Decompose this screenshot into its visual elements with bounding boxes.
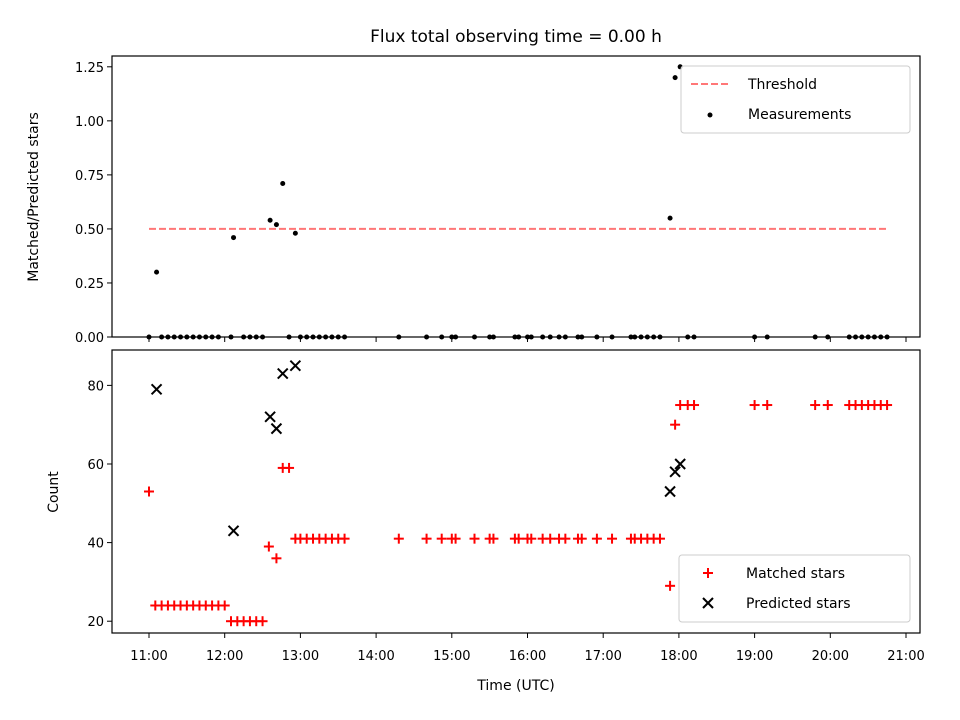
predicted-star-point: [289, 360, 302, 372]
matched-star-point: [421, 533, 432, 544]
matched-star-point: [591, 533, 602, 544]
bottom-y-tick-label: 20: [87, 615, 104, 630]
measurement-point: [154, 269, 160, 275]
top-y-tick-label: 0.75: [75, 169, 104, 184]
x-axis-label: Time (UTC): [476, 678, 554, 694]
x-tick-label: 12:00: [206, 649, 243, 664]
bottom-y-tick-label: 40: [87, 537, 104, 552]
measurement-point: [273, 222, 279, 228]
x-tick-label: 17:00: [584, 649, 621, 664]
x-tick-label: 13:00: [282, 649, 319, 664]
x-tick-label: 14:00: [357, 649, 394, 664]
measurement-point: [231, 235, 237, 241]
x-tick-label: 21:00: [887, 649, 924, 664]
matched-star-point: [436, 533, 447, 544]
matched-star-point: [749, 400, 760, 411]
x-tick-label: 15:00: [433, 649, 470, 664]
matched-star-point: [144, 486, 154, 497]
top-y-tick-label: 0.00: [75, 331, 104, 346]
matched-star-point: [513, 533, 524, 544]
predicted-stars-legend-label: Predicted stars: [746, 596, 851, 612]
top-x-ticks: [148, 337, 907, 342]
predicted-star-point: [277, 367, 289, 380]
predicted-star-point: [664, 485, 676, 498]
bottom-legend-box: [678, 554, 911, 623]
measurement-point: [292, 230, 298, 236]
top-legend-box: [680, 65, 911, 134]
chart-title: Flux total observing time = 0.00 h: [370, 27, 662, 47]
bottom-legend: Matched stars Predicted stars: [678, 554, 911, 623]
matched-star-point: [469, 533, 480, 544]
top-y-ticks: 0.00 0.25 0.50 0.75 1.00 1.25: [75, 61, 112, 346]
matched-star-point: [284, 462, 295, 473]
matched-star-point: [393, 533, 404, 544]
bottom-y-ticks: 20 40 60 80: [87, 379, 112, 630]
x-tick-label: 18:00: [660, 649, 697, 664]
matched-star-point: [576, 533, 587, 544]
matched-star-point: [560, 533, 571, 544]
measurement-point: [267, 217, 273, 223]
top-y-tick-label: 0.50: [75, 223, 104, 238]
measurement-point: [672, 75, 678, 81]
bottom-y-axis-label: Count: [46, 471, 62, 513]
matched-star-point: [339, 533, 350, 544]
predicted-stars-legend-marker: [702, 597, 714, 609]
top-legend: Threshold Measurements: [680, 65, 911, 134]
matched-star-point: [488, 533, 499, 544]
measurement-point: [667, 215, 673, 221]
predicted-star-point: [669, 466, 681, 478]
predicted-star-point: [270, 422, 283, 435]
matched-stars-series: [144, 400, 893, 627]
x-tick-label: 16:00: [509, 649, 546, 664]
measurements-legend-label: Measurements: [748, 107, 851, 123]
bottom-y-tick-label: 80: [87, 379, 104, 394]
x-tick-label: 19:00: [736, 649, 773, 664]
top-panel: 0.00 0.25 0.50 0.75 1.00 1.25 Matched/Predict…: [26, 55, 921, 346]
predicted-star-point: [674, 458, 686, 470]
matched-star-point: [545, 533, 556, 544]
threshold-legend-label: Threshold: [747, 77, 817, 93]
matched-star-point: [810, 400, 821, 411]
predicted-star-point: [150, 383, 163, 396]
matched-star-point: [665, 580, 676, 591]
top-y-tick-label: 1.25: [75, 61, 104, 76]
bottom-y-tick-label: 60: [87, 458, 104, 473]
measurements-legend-marker: [707, 112, 713, 118]
top-y-tick-label: 1.00: [75, 115, 104, 130]
matched-stars-legend-marker: [703, 568, 713, 578]
matched-star-point: [271, 553, 282, 564]
predicted-stars-series: [150, 360, 686, 537]
matched-star-point: [263, 541, 274, 552]
matched-star-point: [526, 533, 537, 544]
matched-star-point: [450, 533, 461, 544]
matched-star-point: [762, 400, 773, 411]
bottom-x-ticks: 11:00 12:00 13:00 14:00 15:00 16:00 17:00 18:00…: [130, 633, 925, 664]
top-axes-frame: [111, 55, 921, 338]
top-y-tick-label: 0.25: [75, 277, 104, 292]
matched-stars-legend-label: Matched stars: [746, 566, 845, 582]
matched-star-point: [257, 616, 268, 627]
matched-star-point: [607, 533, 618, 544]
predicted-star-point: [227, 525, 240, 537]
matched-star-point: [822, 400, 833, 411]
bottom-axes-frame: [111, 349, 921, 634]
matched-star-point: [882, 400, 893, 411]
x-tick-label: 11:00: [130, 649, 167, 664]
matched-star-point: [670, 419, 681, 430]
matched-star-point: [689, 400, 700, 411]
predicted-star-point: [264, 411, 276, 423]
measurement-point: [280, 181, 286, 187]
matched-star-point: [219, 600, 230, 611]
top-y-axis-label: Matched/Predicted stars: [26, 112, 42, 282]
matched-star-point: [654, 533, 665, 544]
x-tick-label: 20:00: [812, 649, 849, 664]
